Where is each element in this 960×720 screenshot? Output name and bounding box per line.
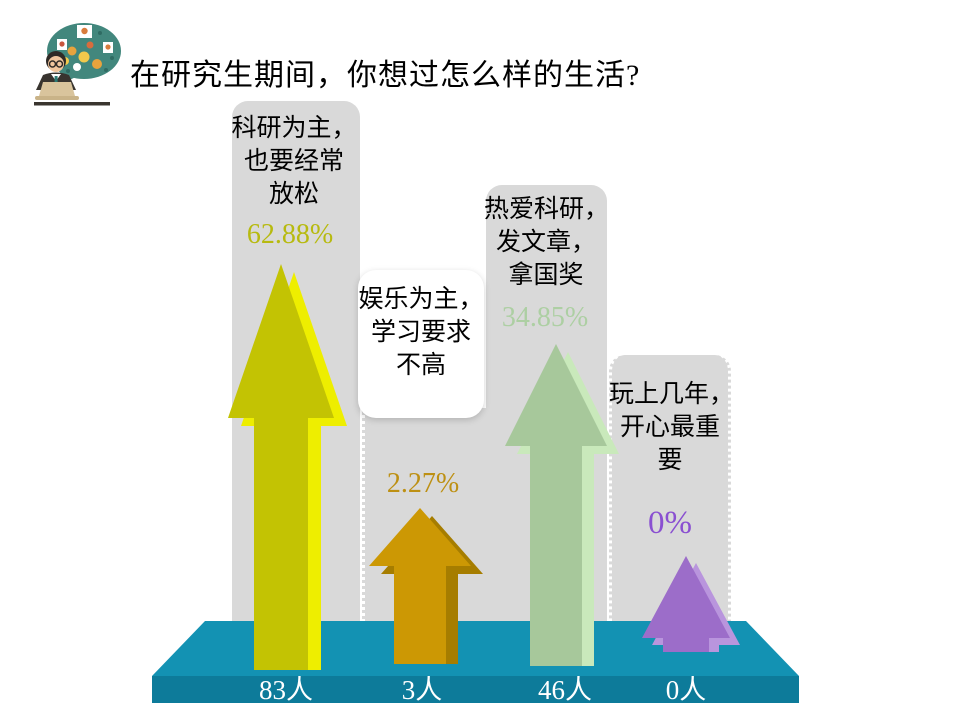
count-label-1: 83人 [259,675,313,705]
category-label-line: 玩上几年， [609,381,735,408]
photo-dot [105,44,111,50]
emoji-icon [73,63,81,71]
dot [110,56,114,60]
category-label-2: 娱乐为主， 学习要求 不高 [358,283,484,382]
category-label-line: 拿国奖 [508,262,584,289]
percent-label-4: 0% [648,505,692,541]
category-label-line: 放松 [268,181,319,208]
presenter-icon [20,18,124,112]
person-tie [54,76,58,84]
category-label-line: 热爱科研， [484,196,610,223]
category-label-line: 发文章， [495,229,596,256]
percent-label-2: 2.27% [386,468,460,499]
category-label-1: 科研为主， 也要经常 放松 [230,112,358,211]
count-label-3: 46人 [538,675,592,705]
emoji-icon [67,46,77,56]
photo-dot [59,41,65,47]
dot [104,68,108,72]
category-label-4: 玩上几年， 开心最重 要 [609,378,735,477]
category-label-line: 学习要求 [370,319,471,346]
category-label-line: 要 [657,447,683,474]
slide-title: 在研究生期间，你想过怎么样的生活? [130,59,641,92]
category-label-line: 也要经常 [243,148,344,175]
category-label-line: 不高 [395,352,446,379]
category-label-line: 科研为主， [231,115,357,142]
category-label-3: 热爱科研， 发文章， 拿国奖 [484,193,610,292]
speech-bubble [47,23,121,79]
emoji-icon [92,59,102,69]
count-label-2: 3人 [401,675,443,705]
category-label-line: 开心最重 [619,414,720,441]
dot [98,31,102,35]
photo-dot [81,27,88,35]
laptop-base [35,96,79,100]
category-label-line: 娱乐为主， [358,286,484,313]
emoji-icon [78,51,90,63]
category-panel-2 [362,408,486,640]
desk-line [34,102,110,106]
count-label-4: 0人 [665,675,707,705]
dot [66,69,70,73]
percent-label-1: 62.88% [246,219,334,250]
presenter-icon-svg [34,23,121,106]
category-card-2 [358,270,484,418]
percent-label-3: 34.85% [501,302,589,333]
emoji-icon [86,41,94,49]
laptop-icon [39,82,75,96]
